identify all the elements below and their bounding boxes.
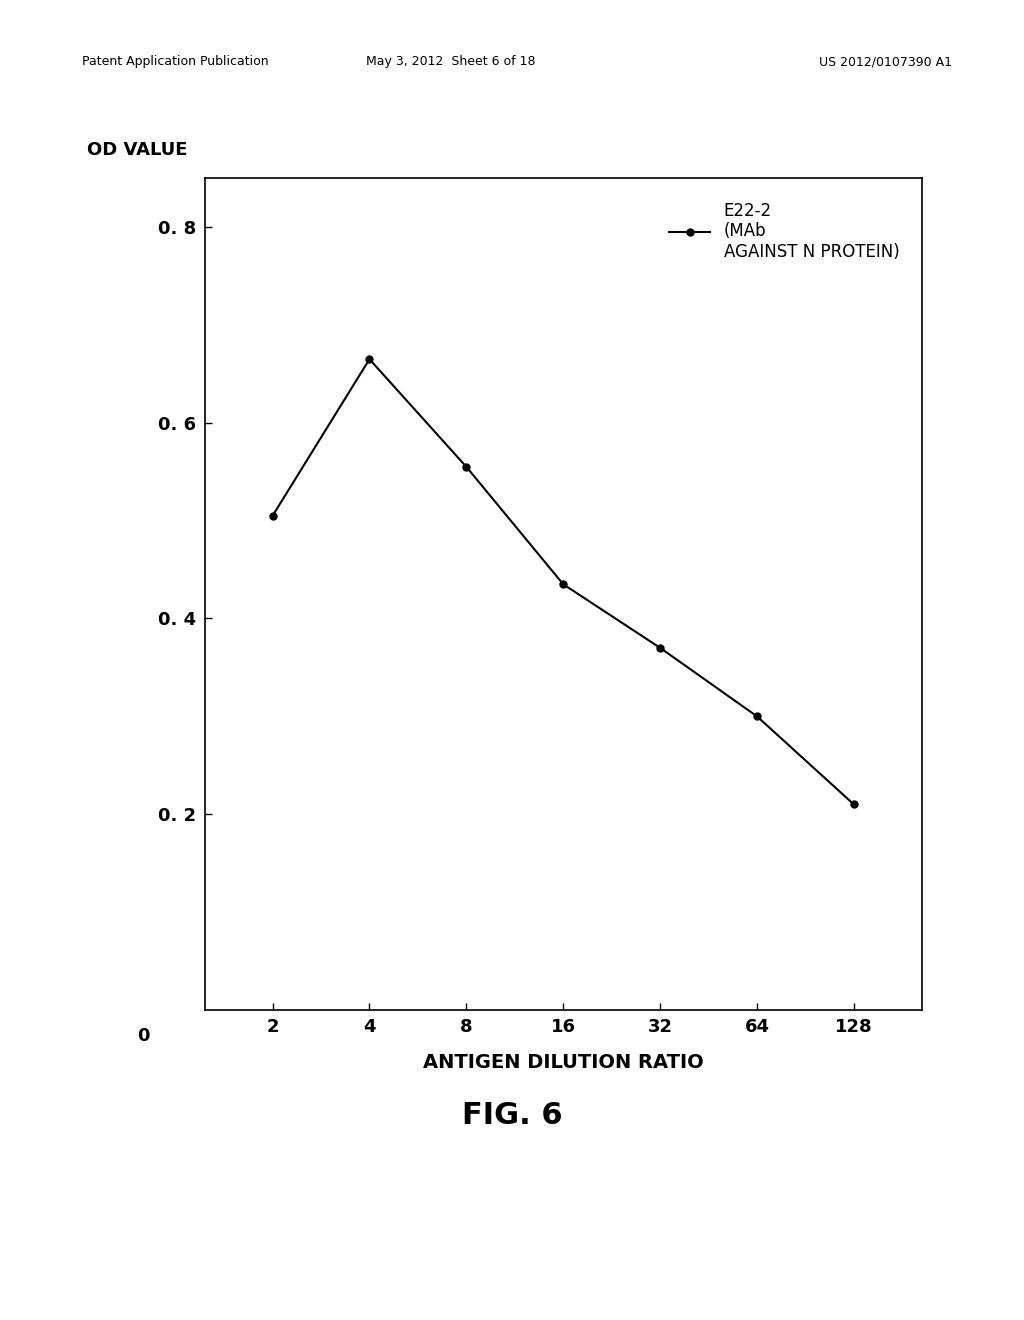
X-axis label: ANTIGEN DILUTION RATIO: ANTIGEN DILUTION RATIO	[423, 1053, 703, 1072]
Text: OD VALUE: OD VALUE	[87, 141, 187, 160]
Legend: E22-2
(MAb
AGAINST N PROTEIN): E22-2 (MAb AGAINST N PROTEIN)	[662, 195, 906, 268]
Text: Patent Application Publication: Patent Application Publication	[82, 55, 268, 69]
Text: US 2012/0107390 A1: US 2012/0107390 A1	[819, 55, 952, 69]
Text: May 3, 2012  Sheet 6 of 18: May 3, 2012 Sheet 6 of 18	[366, 55, 536, 69]
Text: FIG. 6: FIG. 6	[462, 1101, 562, 1130]
Text: 0: 0	[137, 1027, 151, 1045]
